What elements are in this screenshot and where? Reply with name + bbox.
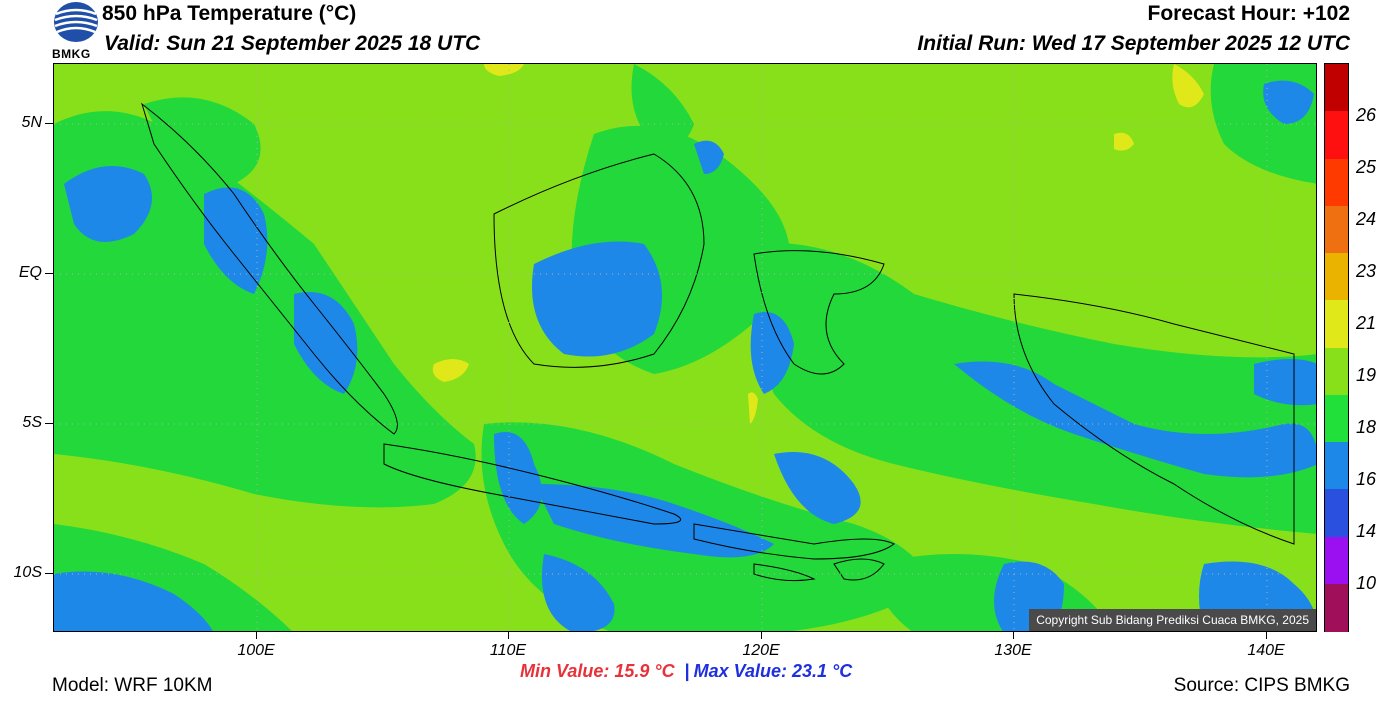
colorbar-segment [1325,253,1348,301]
colorbar-label: 16 [1356,469,1377,489]
lon-tick [1266,632,1267,639]
valid-time: Valid: Sun 21 September 2025 18 UTC [104,32,481,55]
colorbar-label: 23 [1356,261,1377,281]
lon-label-140e: 140E [1247,642,1285,659]
copyright-notice: Copyright Sub Bidang Prediksi Cuaca BMKG… [1029,609,1316,631]
colorbar-label: 19 [1356,365,1377,385]
colorbar-label: 18 [1356,417,1377,437]
lon-tick [1013,632,1014,639]
grid-lines [54,64,1316,631]
temp-zone-21 [432,64,1204,424]
colorbar-label: 10 [1356,573,1377,593]
colorbar-segment [1325,64,1348,112]
lat-label-10s: 10S [13,564,42,581]
coastlines [141,102,1295,582]
initial-run: Initial Run: Wed 17 September 2025 12 UT… [917,32,1350,55]
lat-tick [45,123,53,124]
lon-label-120e: 120E [742,642,780,659]
colorbar-segment [1325,536,1348,585]
lon-label-130e: 130E [994,642,1032,659]
logo-text: BMKG [52,47,91,61]
colorbar-label: 14 [1356,521,1377,541]
lat-tick [45,573,53,574]
lon-label-100e: 100E [237,642,275,659]
min-max-stats: Min Value: 15.9 °C | Max Value: 23.1 °C [520,661,852,682]
colorbar-label: 26 [1356,105,1377,125]
source-label: Source: CIPS BMKG [1173,675,1350,696]
temp-zone-16 [54,80,1316,631]
lon-tick [256,632,257,639]
colorbar-segment [1325,158,1348,207]
forecast-hour: Forecast Hour: +102 [1147,2,1351,25]
colorbar-segment [1325,394,1348,443]
bmkg-logo [52,0,100,62]
lat-label-eq: EQ [18,264,42,281]
colorbar-label: 24 [1356,209,1377,229]
lat-tick [45,423,53,424]
map-canvas [54,64,1316,631]
model-label: Model: WRF 10KM [52,675,213,696]
lon-tick [508,632,509,639]
colorbar-segment [1325,205,1348,254]
colorbar-segment [1325,300,1348,348]
colorbar-segment [1325,489,1348,537]
colorbar-label: 21 [1356,313,1377,333]
temperature-map[interactable] [53,63,1317,632]
stats-separator: | [684,661,690,681]
min-value: Min Value: 15.9 °C [520,661,675,681]
lon-label-110e: 110E [489,642,527,659]
map-title: 850 hPa Temperature (°C) [102,2,357,25]
max-value: Max Value: 23.1 °C [693,661,853,681]
lat-label-5s: 5S [22,414,42,431]
colorbar-label: 25 [1356,157,1377,177]
colorbar-segment [1325,111,1348,159]
colorbar-segment [1325,583,1348,632]
lat-label-5n: 5N [21,114,42,131]
colorbar-segment [1325,442,1348,490]
lat-tick [45,273,53,274]
colorbar-segment [1325,347,1348,396]
colorbar [1324,63,1349,632]
lon-tick [761,632,762,639]
